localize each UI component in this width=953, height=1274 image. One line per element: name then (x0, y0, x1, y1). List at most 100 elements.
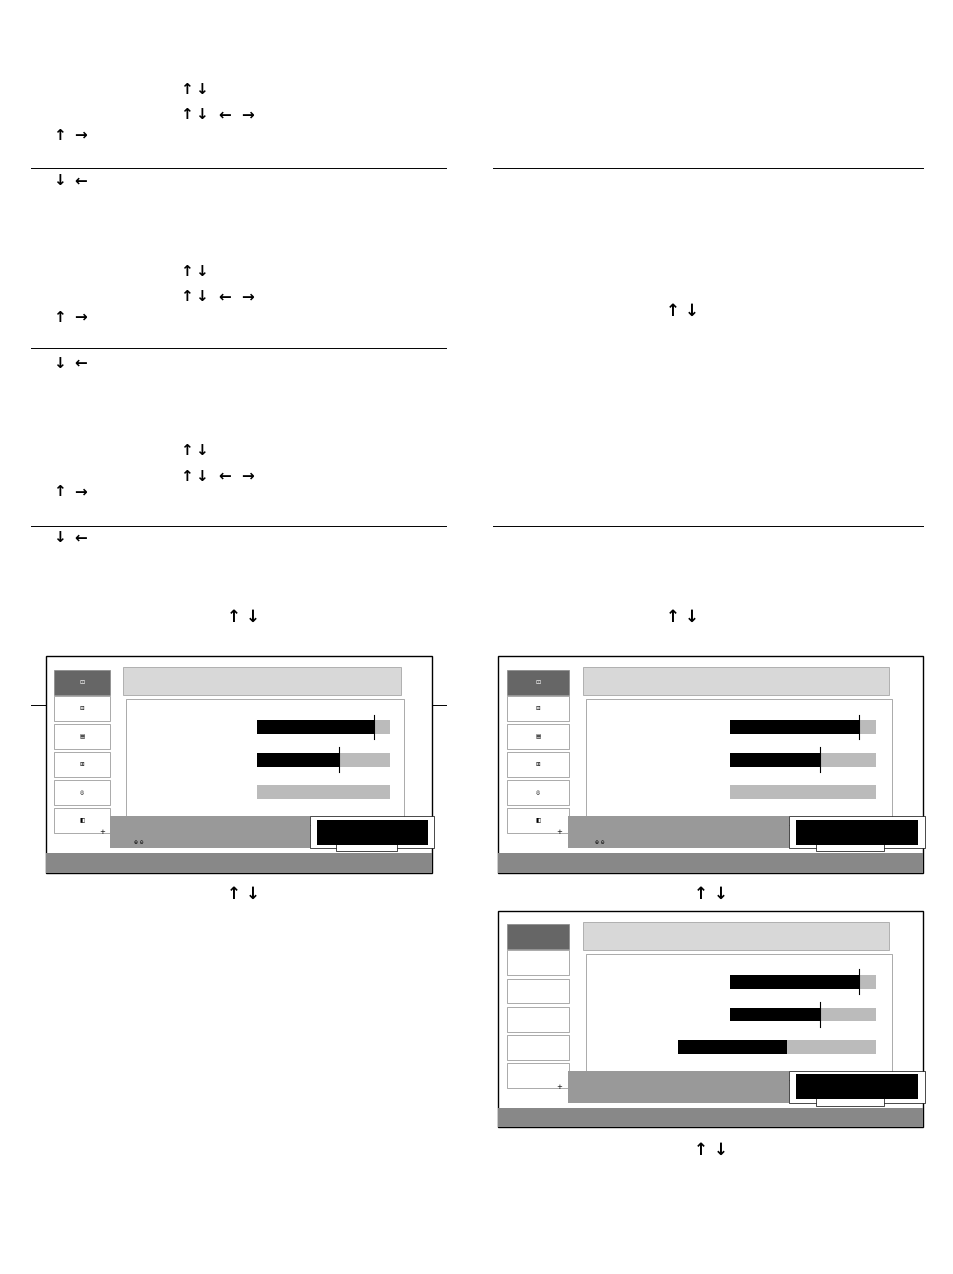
Bar (729, 1008, 820, 1022)
Text: ↓: ↓ (194, 443, 208, 459)
Bar (507, 950, 568, 976)
Text: ◎: ◎ (80, 790, 84, 795)
Bar (123, 668, 401, 696)
Bar (585, 954, 891, 1080)
Bar (795, 819, 917, 845)
Bar (507, 1006, 568, 1032)
Text: ◧: ◧ (535, 818, 540, 823)
Bar (507, 752, 568, 777)
Text: ⊡: ⊡ (80, 679, 85, 684)
Text: ⊟: ⊟ (536, 706, 539, 711)
Text: ↑: ↑ (227, 885, 240, 903)
Bar (46, 854, 432, 873)
Text: ◧: ◧ (80, 818, 85, 823)
Bar (795, 1074, 917, 1099)
Bar (729, 1008, 875, 1022)
Text: ↓: ↓ (684, 302, 698, 320)
Bar (729, 975, 858, 989)
Bar (335, 836, 397, 851)
Bar (507, 724, 568, 749)
Text: ↓: ↓ (246, 885, 259, 903)
Bar (729, 720, 875, 734)
Bar (729, 753, 820, 767)
Text: ↑: ↑ (179, 443, 193, 459)
Text: ↓: ↓ (52, 355, 66, 371)
Bar (256, 753, 339, 767)
Text: ⊕ ⊖: ⊕ ⊖ (595, 840, 604, 845)
Text: ◎: ◎ (536, 790, 539, 795)
Bar (54, 670, 111, 694)
Text: ↑: ↑ (179, 469, 193, 484)
Text: ↑: ↑ (694, 885, 707, 903)
Bar (567, 1071, 788, 1102)
Bar (126, 699, 403, 826)
Bar (567, 817, 788, 847)
Text: ↓: ↓ (52, 173, 66, 189)
Bar (585, 699, 891, 826)
Bar (788, 817, 923, 847)
Text: ⊡: ⊡ (535, 679, 540, 684)
Bar (816, 836, 883, 851)
Bar (507, 808, 568, 833)
Bar (46, 656, 432, 873)
Bar (729, 975, 875, 989)
Bar (256, 720, 390, 734)
Text: ↑: ↑ (179, 107, 193, 122)
Text: ↓: ↓ (684, 608, 698, 626)
Bar (582, 922, 887, 950)
Bar (729, 786, 875, 799)
Bar (677, 1041, 875, 1054)
Text: ←: ← (217, 107, 231, 122)
Text: →: → (240, 469, 253, 484)
Text: ↓: ↓ (713, 1142, 726, 1159)
Text: ↓: ↓ (194, 107, 208, 122)
Bar (497, 911, 922, 1127)
Text: ⊕ ⊖: ⊕ ⊖ (133, 840, 143, 845)
Text: ↑: ↑ (52, 127, 66, 143)
Bar (729, 753, 875, 767)
Text: ←: ← (217, 289, 231, 304)
Text: ↑: ↑ (665, 608, 679, 626)
Text: ↑: ↑ (227, 608, 240, 626)
Text: ⊞: ⊞ (536, 762, 539, 767)
Bar (507, 978, 568, 1004)
Bar (256, 786, 390, 799)
Bar (507, 670, 568, 694)
Bar (110, 817, 310, 847)
Bar (54, 696, 111, 721)
Text: +: + (99, 829, 105, 834)
Text: ↓: ↓ (194, 264, 208, 279)
Text: ↑: ↑ (179, 82, 193, 97)
Text: ▤: ▤ (80, 734, 85, 739)
Text: ←: ← (73, 355, 87, 371)
Bar (310, 817, 434, 847)
Text: ↑: ↑ (52, 310, 66, 325)
Text: ←: ← (217, 469, 231, 484)
Bar (788, 1071, 923, 1102)
Bar (497, 1108, 922, 1127)
Bar (54, 752, 111, 777)
Text: ↑: ↑ (665, 302, 679, 320)
Text: →: → (73, 484, 87, 499)
Text: ↓: ↓ (246, 608, 259, 626)
Text: ⊟: ⊟ (80, 706, 85, 711)
Bar (54, 808, 111, 833)
Text: ▤: ▤ (535, 734, 540, 739)
Text: ↓: ↓ (194, 289, 208, 304)
Bar (497, 854, 922, 873)
Bar (497, 656, 922, 873)
Bar (816, 1091, 883, 1106)
Text: →: → (240, 107, 253, 122)
Text: +: + (556, 829, 562, 834)
Text: ↓: ↓ (194, 82, 208, 97)
Text: ↓: ↓ (52, 530, 66, 545)
Bar (507, 1034, 568, 1060)
Bar (677, 1041, 786, 1054)
Text: ⊞: ⊞ (80, 762, 85, 767)
Bar (729, 720, 858, 734)
Text: ↑: ↑ (179, 264, 193, 279)
Text: ↑: ↑ (694, 1142, 707, 1159)
Bar (507, 1063, 568, 1088)
Text: →: → (240, 289, 253, 304)
Bar (54, 780, 111, 805)
